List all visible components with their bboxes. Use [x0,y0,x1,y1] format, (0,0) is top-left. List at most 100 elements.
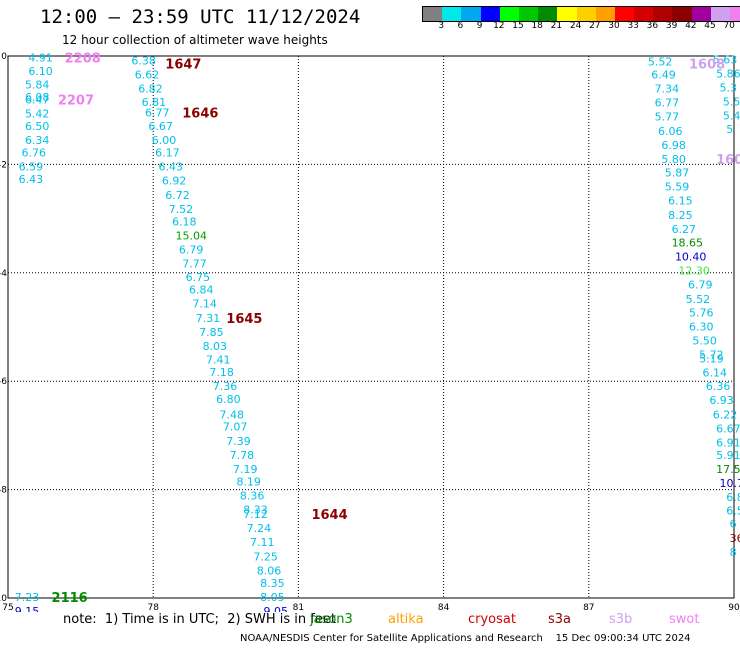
x-tick-label: 84 [438,603,450,612]
wave-height-value: 8.25 [668,209,693,222]
wave-height-value: 18.65 [672,236,704,249]
wave-height-value: 6.59 [19,161,44,174]
wave-height-value: 6.72 [165,189,190,202]
wave-height-value: 8.06 [257,564,282,577]
colorbar [422,6,740,22]
wave-height-value: 5.91 [716,449,740,462]
pass-time-label: 1608 [689,58,725,73]
colorbar-swatch [461,7,481,21]
wave-height-value: 10.40 [675,251,707,264]
wave-height-value: 4.91 [28,52,53,65]
footer-credit: NOAA/NESDIS Center for Satellite Applica… [240,633,691,644]
wave-height-value: 5.50 [692,335,717,348]
axis-ticks: 75 78 81 84 87 90 0 -2 -4 -6 -8 -10 [0,52,740,612]
pass-time-label: 2208 [65,52,101,67]
wave-height-value: 7.77 [182,258,207,271]
colorbar-label: 33 [627,21,639,31]
wave-height-value: 5.80 [661,153,686,166]
colorbar-swatch [634,7,654,21]
wave-height-value: 5.52 [648,55,673,68]
map-title: 12:00 — 23:59 UTC 11/12/2024 [40,6,361,28]
colorbar-label: 18 [531,21,543,31]
wave-height-value: 6.67 [148,120,173,133]
wave-height-value: 8.33 [243,504,268,517]
wave-height-value: 6.79 [688,279,713,292]
x-tick-label: 78 [147,603,159,612]
wave-height-value: 5.77 [655,111,680,124]
wave-height-value: 5.52 [686,293,711,306]
wave-height-value: 8.03 [203,340,228,353]
wave-height-value: 7.52 [169,203,194,216]
legend-mission-s3a: s3a [548,612,572,627]
wave-height-value: 7.36 [213,380,238,393]
wave-height-value: 6.36 [706,380,731,393]
wave-height-value: 5.4 [723,110,740,123]
wave-height-value: 10.7 [719,477,740,490]
colorbar-swatch [538,7,558,21]
x-tick-label: 87 [583,603,594,612]
legend-note: note: 1) Time is in UTC; 2) SWH is in fe… [63,612,336,627]
wave-height-value: 12.30 [678,265,710,278]
wave-height-value: 5 [726,123,733,136]
wave-height-value: 8.36 [240,490,265,503]
colorbar-swatch [557,7,577,21]
wave-height-value: 6.80 [216,393,241,406]
wave-height-value: 7.85 [199,326,224,339]
wave-height-value: 6.93 [709,394,734,407]
wave-height-value: 5.19 [699,352,724,365]
wave-height-value: 6.38 [131,54,156,67]
wave-height-value: 6.14 [703,367,728,380]
wave-height-value: 6.82 [138,83,163,96]
wave-height-value: 7.11 [250,536,275,549]
pass-time-label: 1647 [165,58,201,73]
wave-height-value: 6.62 [135,68,160,81]
wave-height-value: 5.3 [719,81,737,94]
wave-height-value: 6.81 [142,96,167,109]
wave-height-value: 7.31 [196,312,221,325]
colorbar-swatch [730,7,740,21]
wave-height-value: 6.79 [179,243,204,256]
colorbar-swatch [691,7,711,21]
wave-height-value: 5.84 [25,79,50,92]
wave-height-value: 6.15 [668,195,693,208]
wave-height-value: 7.48 [220,408,245,421]
pass-time-labels: 2208220716471646164516442116211716081607 [52,52,740,606]
wave-height-value: 8.05 [260,591,285,604]
wave-height-value: 7.24 [247,522,272,535]
wave-height-value: 6.5 [726,505,740,518]
y-tick-label: -4 [0,269,7,279]
wave-height-value: 6.22 [713,408,738,421]
pass-time-label: 2207 [58,93,94,108]
wave-height-value: 6.06 [658,125,683,138]
wave-height-value: 5.72 [699,349,724,362]
legend: note: 1) Time is in UTC; 2) SWH is in fe… [0,612,740,630]
y-tick-label: -2 [0,160,7,170]
wave-height-value: 9.05 [264,605,289,612]
colorbar-swatch [653,7,673,21]
y-tick-label: 0 [1,52,7,62]
colorbar-swatch [672,7,692,21]
colorbar-swatch [710,7,730,21]
colorbar-swatch [595,7,615,21]
wave-height-value: 5.42 [25,107,50,120]
colorbar-label: 6 [457,21,464,31]
map-frame [7,55,735,599]
wave-height-value: 5.76 [689,306,714,319]
wave-height-value: 6.30 [689,320,714,333]
colorbar-label: 70 [723,21,735,31]
wave-height-value: 7.25 [253,550,278,563]
colorbar-swatch [576,7,596,21]
y-tick-label: -8 [0,486,7,496]
wave-height-value: 6.00 [152,134,177,147]
wave-height-value: 6.77 [145,106,170,119]
wave-height-value: 8.19 [236,475,261,488]
colorbar-swatch [442,7,462,21]
colorbar-label: 45 [704,21,716,31]
wave-height-value: 7.39 [226,435,251,448]
map-subtitle: 12 hour collection of altimeter wave hei… [62,33,328,47]
wave-height-value: 7.41 [206,354,231,367]
colorbar-swatch [499,7,519,21]
wave-height-value: 6.92 [162,175,187,188]
y-tick-label: -6 [0,377,7,387]
